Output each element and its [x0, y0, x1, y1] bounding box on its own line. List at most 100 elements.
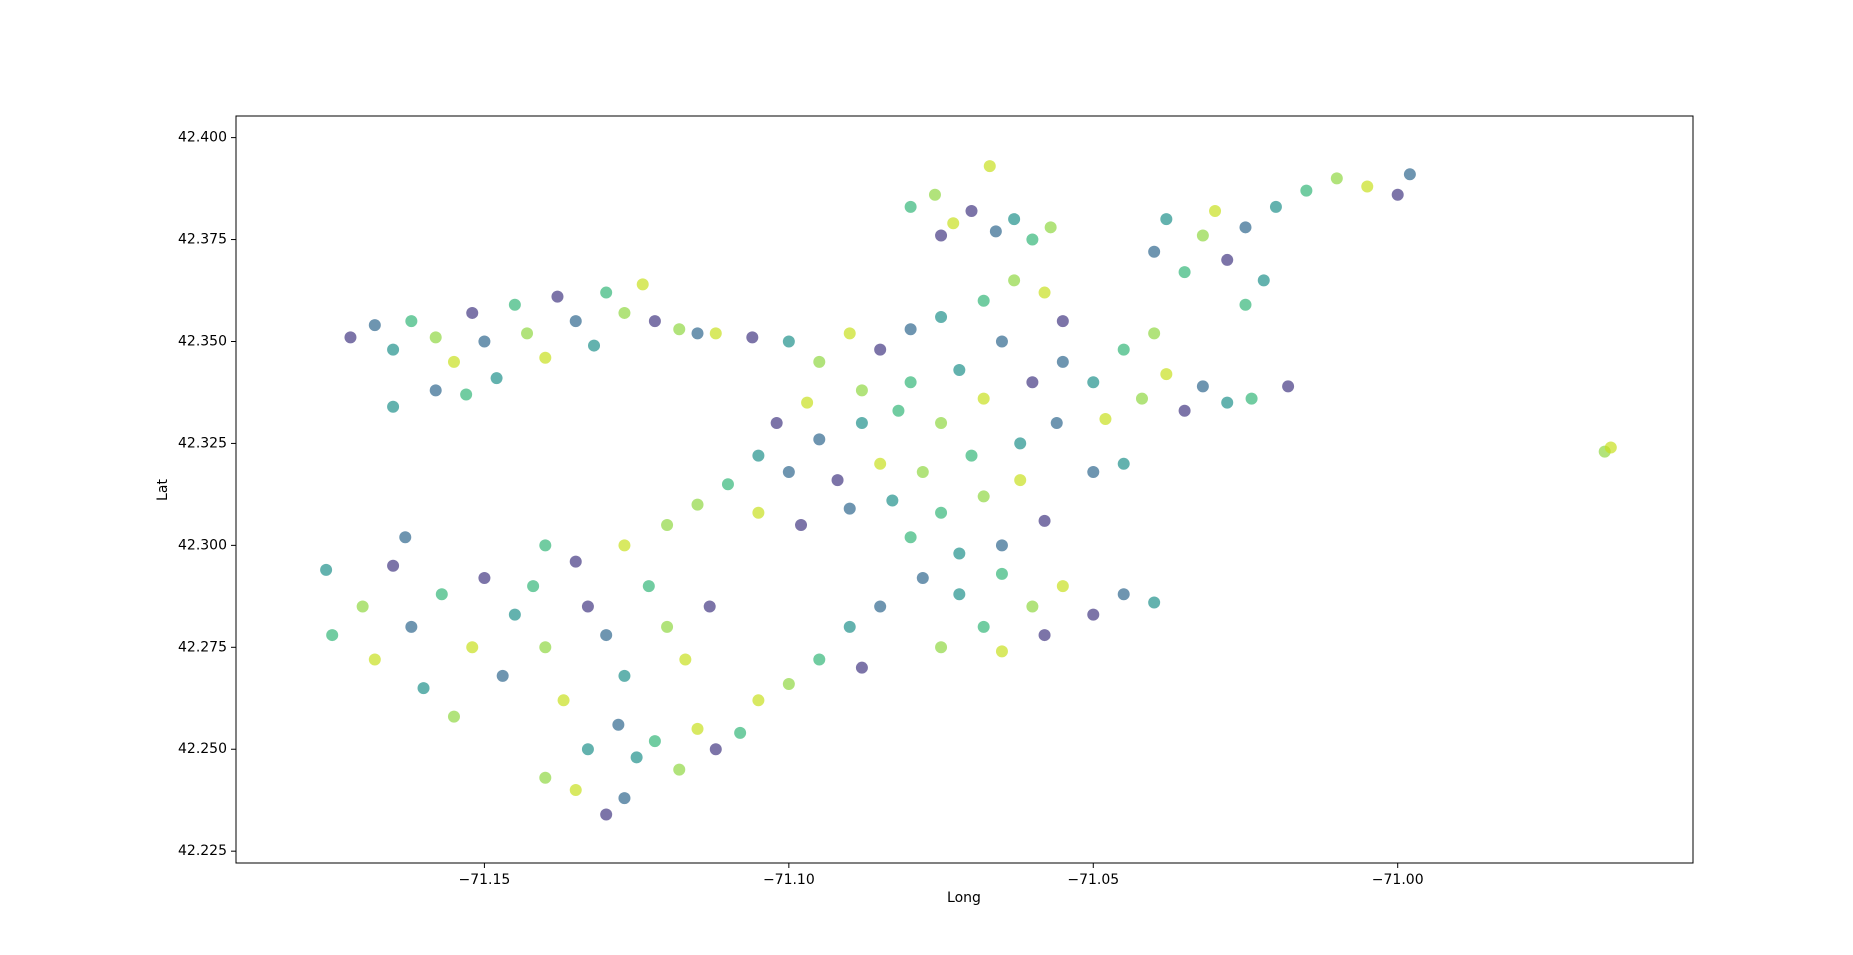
- scatter-point: [661, 620, 674, 633]
- scatter-point: [813, 433, 826, 446]
- scatter-point: [904, 376, 917, 389]
- scatter-point: [855, 417, 868, 430]
- scatter-point: [886, 494, 899, 507]
- scatter-point: [320, 563, 333, 576]
- x-axis-label: Long: [947, 890, 981, 906]
- scatter-point: [1087, 465, 1100, 478]
- scatter-point: [636, 278, 649, 291]
- scatter-point: [521, 327, 534, 340]
- scatter-point: [1117, 457, 1130, 470]
- scatter-point: [1196, 229, 1209, 242]
- scatter-point: [904, 323, 917, 336]
- scatter-point: [600, 286, 613, 299]
- scatter-point: [1026, 376, 1039, 389]
- scatter-point: [935, 311, 948, 324]
- scatter-point: [1196, 380, 1209, 393]
- scatter-point: [953, 547, 966, 560]
- scatter-point: [995, 335, 1008, 348]
- y-tick-label: 42.250: [178, 741, 227, 757]
- scatter-point: [721, 478, 734, 491]
- scatter-point: [435, 588, 448, 601]
- scatter-point: [1117, 588, 1130, 601]
- scatter-point: [539, 771, 552, 784]
- scatter-point: [801, 396, 814, 409]
- scatter-point: [1038, 629, 1051, 642]
- scatter-point: [600, 629, 613, 642]
- scatter-point: [965, 449, 978, 462]
- scatter-point: [673, 323, 686, 336]
- scatter-point: [1056, 355, 1069, 368]
- scatter-point: [1361, 180, 1374, 193]
- scatter-point: [935, 229, 948, 242]
- scatter-point: [588, 339, 601, 352]
- y-tick-label: 42.325: [178, 435, 227, 451]
- scatter-point: [478, 335, 491, 348]
- scatter-point: [673, 763, 686, 776]
- scatter-point: [691, 498, 704, 511]
- scatter-point: [612, 718, 625, 731]
- scatter-point: [1209, 205, 1222, 218]
- scatter-point: [642, 580, 655, 593]
- scatter-point: [1087, 608, 1100, 621]
- scatter-point: [1403, 168, 1416, 181]
- scatter-point: [855, 384, 868, 397]
- scatter-point: [691, 327, 704, 340]
- scatter-point: [618, 306, 631, 319]
- scatter-point: [447, 355, 460, 368]
- scatter-point: [752, 694, 765, 707]
- scatter-point: [618, 539, 631, 552]
- y-tick-label: 42.300: [178, 537, 227, 553]
- scatter-point: [1056, 315, 1069, 328]
- scatter-point: [916, 571, 929, 584]
- scatter-point: [618, 792, 631, 805]
- scatter-point: [618, 669, 631, 682]
- scatter-point: [843, 502, 856, 515]
- scatter-point: [1117, 343, 1130, 356]
- scatter-point: [874, 600, 887, 613]
- scatter-point: [935, 506, 948, 519]
- scatter-point: [1178, 266, 1191, 279]
- scatter-point: [795, 518, 808, 531]
- scatter-point: [1087, 376, 1100, 389]
- x-tick-label: −71.15: [459, 872, 511, 888]
- scatter-point: [1038, 514, 1051, 527]
- scatter-point: [874, 457, 887, 470]
- scatter-point: [983, 160, 996, 173]
- scatter-point: [904, 200, 917, 213]
- scatter-point: [813, 653, 826, 666]
- scatter-point: [1221, 253, 1234, 266]
- scatter-point: [508, 298, 521, 311]
- scatter-point: [904, 531, 917, 544]
- scatter-point: [1221, 396, 1234, 409]
- scatter-point: [752, 449, 765, 462]
- scatter-point: [539, 641, 552, 654]
- scatter-point: [843, 620, 856, 633]
- scatter-point: [508, 608, 521, 621]
- scatter-point: [691, 722, 704, 735]
- scatter-point: [1269, 200, 1282, 213]
- scatter-point: [1148, 245, 1161, 258]
- scatter-point: [874, 343, 887, 356]
- scatter-point: [953, 364, 966, 377]
- scatter-point: [1050, 417, 1063, 430]
- scatter-point: [1099, 412, 1112, 425]
- scatter-point: [648, 315, 661, 328]
- scatter-point: [496, 669, 509, 682]
- scatter-point: [569, 555, 582, 568]
- y-tick-label: 42.375: [178, 232, 227, 248]
- x-tick-label: −71.10: [763, 872, 815, 888]
- scatter-point: [460, 388, 473, 401]
- scatter-point: [1239, 221, 1252, 234]
- scatter-point: [855, 661, 868, 674]
- scatter-point: [965, 205, 978, 218]
- scatter-point: [995, 645, 1008, 658]
- scatter-point: [478, 571, 491, 584]
- scatter-point: [977, 392, 990, 405]
- scatter-point: [782, 465, 795, 478]
- scatter-point: [734, 726, 747, 739]
- scatter-point: [466, 641, 479, 654]
- scatter-point: [581, 743, 594, 756]
- scatter-point: [752, 506, 765, 519]
- scatter-point: [1008, 274, 1021, 287]
- scatter-point: [466, 306, 479, 319]
